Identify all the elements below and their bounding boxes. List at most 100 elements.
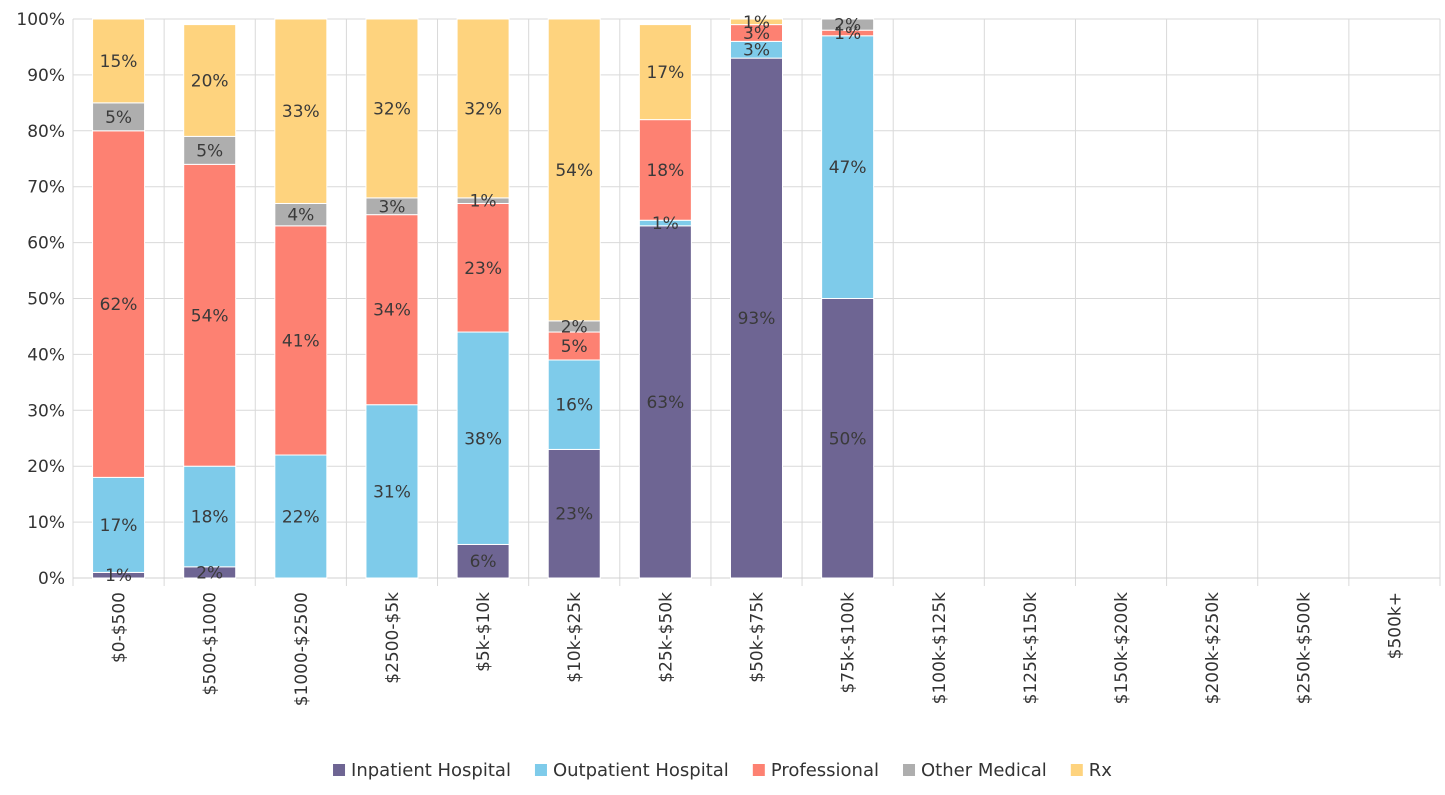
bar-segment <box>365 404 419 579</box>
data-label: 1% <box>834 24 861 44</box>
data-label: 54% <box>555 161 593 181</box>
y-tick-label: 60% <box>27 234 65 254</box>
data-label: 47% <box>829 158 867 178</box>
legend-label: Outpatient Hospital <box>553 760 729 781</box>
bar-segment <box>638 24 692 121</box>
data-label: 3% <box>743 41 770 61</box>
data-label: 18% <box>646 161 684 181</box>
bar-segment <box>183 24 237 137</box>
y-tick-label: 10% <box>27 513 65 533</box>
legend-item[interactable]: Other Medical <box>903 760 1047 781</box>
y-tick-label: 20% <box>27 457 65 477</box>
data-label: 20% <box>191 71 229 91</box>
bar-segment <box>274 18 328 204</box>
data-label: 16% <box>555 396 593 416</box>
data-label: 22% <box>282 508 320 528</box>
data-label: 2% <box>561 317 588 337</box>
data-label: 32% <box>373 99 411 119</box>
data-label: 5% <box>561 337 588 357</box>
bar-segment <box>274 454 328 579</box>
data-label: 5% <box>105 108 132 128</box>
x-category-label: $100k-$125k <box>930 592 950 705</box>
data-label: 31% <box>373 482 411 502</box>
legend-label: Inpatient Hospital <box>351 760 511 781</box>
bars <box>92 18 875 579</box>
data-label: 1% <box>743 13 770 33</box>
bar-segment <box>92 18 146 104</box>
bar-segment <box>547 359 601 450</box>
x-category-label: $125k-$150k <box>1021 592 1041 705</box>
data-label: 34% <box>373 301 411 321</box>
data-label: 15% <box>100 52 138 72</box>
legend-swatch <box>333 764 346 776</box>
data-label: 23% <box>464 259 502 279</box>
x-category-label: $200k-$250k <box>1203 592 1223 705</box>
data-label: 4% <box>287 206 314 226</box>
data-label: 38% <box>464 429 502 449</box>
bar-segment <box>730 18 783 26</box>
data-label: 50% <box>829 429 867 449</box>
x-category-label: $1000-$2500 <box>292 592 312 706</box>
legend-label: Other Medical <box>921 760 1047 781</box>
y-tick-label: 80% <box>27 122 65 142</box>
x-category-label: $500k+ <box>1385 592 1405 659</box>
x-category-label: $2500-$5k <box>383 592 403 684</box>
data-label: 3% <box>743 24 770 44</box>
data-label: 18% <box>191 508 229 528</box>
legend-item[interactable]: Rx <box>1070 760 1113 781</box>
data-label: 17% <box>100 516 138 536</box>
data-label: 33% <box>282 102 320 122</box>
data-label: 1% <box>470 192 497 212</box>
data-label: 41% <box>282 331 320 351</box>
data-label: 1% <box>105 566 132 586</box>
x-category-label: $50k-$75k <box>748 592 768 683</box>
x-category-label: $150k-$200k <box>1112 592 1132 705</box>
bar-segment <box>365 18 419 199</box>
y-tick-label: 30% <box>27 401 65 421</box>
legend-item[interactable]: Professional <box>752 760 879 781</box>
bar-segment <box>183 163 237 467</box>
bar-segment <box>547 18 601 322</box>
x-category-label: $5k-$10k <box>474 592 494 672</box>
x-category-label: $0-$500 <box>110 592 130 663</box>
data-label: 63% <box>646 393 684 413</box>
legend-item[interactable]: Outpatient Hospital <box>534 760 729 781</box>
data-label: 6% <box>470 552 497 572</box>
bar-segment <box>274 225 328 456</box>
data-labels: 1% 17% 62% 5% 15% 2% 18% 54% 5% 20% 22% 41% 4% 33% 31%… <box>100 13 867 586</box>
y-tick-label: 0% <box>38 569 65 589</box>
x-category-label: $25k-$50k <box>656 592 676 683</box>
legend-swatch <box>752 764 765 776</box>
legend-label: Rx <box>1089 760 1113 781</box>
bar-segment <box>821 18 875 31</box>
x-category-label: $250k-$500k <box>1294 592 1314 705</box>
data-label: 32% <box>464 99 502 119</box>
bar-segment <box>92 102 146 132</box>
data-label: 54% <box>191 306 229 326</box>
legend-swatch <box>1070 764 1083 776</box>
bar-segment <box>456 202 510 333</box>
legend-swatch <box>534 764 547 776</box>
data-label: 2% <box>196 563 223 583</box>
bar-segment <box>183 465 237 568</box>
data-label: 3% <box>378 197 405 217</box>
legend-item[interactable]: Inpatient Hospital <box>333 760 511 781</box>
bar-segment <box>365 214 419 406</box>
bar-segment <box>638 119 692 221</box>
bar-segment <box>456 543 510 579</box>
y-tick-label: 50% <box>27 290 65 310</box>
x-axis: $0-$500 $500-$1000 $1000-$2500 $2500-$5k $5k… <box>110 592 1406 706</box>
y-tick-label: 70% <box>27 178 65 198</box>
legend: Inpatient Hospital Outpatient Hospital Pro… <box>333 760 1112 781</box>
bar-segment <box>638 225 692 579</box>
data-label: 2% <box>834 16 861 36</box>
data-label: 1% <box>652 214 679 234</box>
bar-segment <box>547 448 601 579</box>
y-tick-label: 90% <box>27 66 65 86</box>
data-label: 23% <box>555 505 593 525</box>
bar-segment <box>456 331 510 545</box>
y-tick-label: 100% <box>16 10 65 30</box>
bar-segment <box>456 18 510 199</box>
